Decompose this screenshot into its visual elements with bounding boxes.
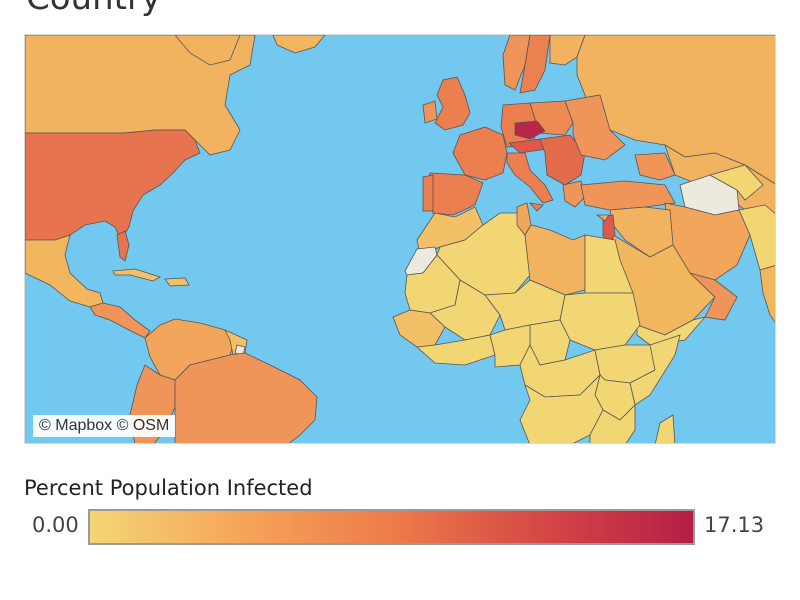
legend-min-label: 0.00 [32,513,79,537]
region-italy[interactable] [506,152,554,204]
region-egypt[interactable] [584,234,634,294]
choropleth-map[interactable]: © Mapbox © OSM [24,34,776,444]
region-tanzania[interactable] [589,404,636,444]
region-caucasus[interactable] [634,152,676,181]
region-cyprus[interactable] [595,214,610,222]
region-sweden[interactable] [519,35,551,94]
region-norway[interactable] [502,35,531,91]
legend-max-label: 17.13 [704,513,765,537]
region-madagascar[interactable] [655,414,676,444]
region-uzbekistan[interactable] [708,164,764,201]
region-hispaniola[interactable] [164,277,190,287]
map-attribution[interactable]: © Mapbox © OSM [33,415,176,437]
region-brazil[interactable] [174,352,318,444]
region-greenland[interactable] [272,35,326,54]
region-oman[interactable] [689,272,738,321]
region-florida[interactable] [116,230,130,262]
region-ireland[interactable] [422,100,438,124]
region-yemen[interactable] [636,316,707,346]
region-portugal[interactable] [422,174,434,212]
region-central-america[interactable] [89,302,151,339]
region-turkey[interactable] [580,180,676,211]
region-afghanistan[interactable] [738,204,776,271]
region-canada-islands[interactable] [174,35,241,66]
map-canvas[interactable] [25,35,776,444]
legend-color-ramp [88,509,695,545]
region-cuba[interactable] [112,268,161,282]
legend-title: Percent Population Infected [24,476,313,500]
region-united-states[interactable] [25,129,201,241]
region-finland[interactable] [549,35,586,66]
region-ukraine[interactable] [564,94,626,161]
region-france[interactable] [452,126,508,181]
region-mexico[interactable] [25,234,104,308]
region-balkans[interactable] [539,134,586,186]
region-uk[interactable] [434,76,471,131]
region-sicily[interactable] [528,202,544,212]
region-greece[interactable] [562,180,586,208]
map-title: Country [26,0,161,18]
region-senegal-guinea[interactable] [392,309,446,348]
region-algeria[interactable] [436,212,531,296]
region-somalia[interactable] [629,334,681,406]
region-india[interactable] [759,265,776,325]
region-czechia[interactable] [514,120,546,140]
